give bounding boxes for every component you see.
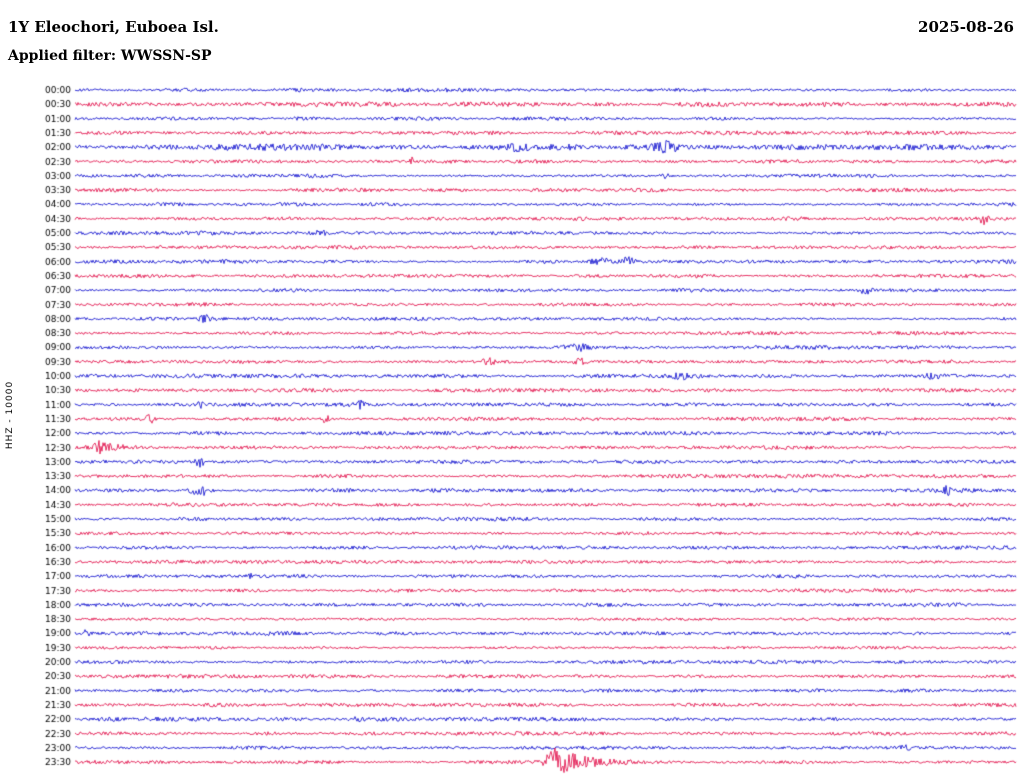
channel-scale-label: HHZ - 10000 [5, 380, 15, 450]
station-title: 1Y Eleochori, Euboea Isl. [8, 18, 219, 36]
filter-label: Applied filter: WWSSN-SP [8, 48, 212, 64]
date-label: 2025-08-26 [918, 18, 1014, 36]
